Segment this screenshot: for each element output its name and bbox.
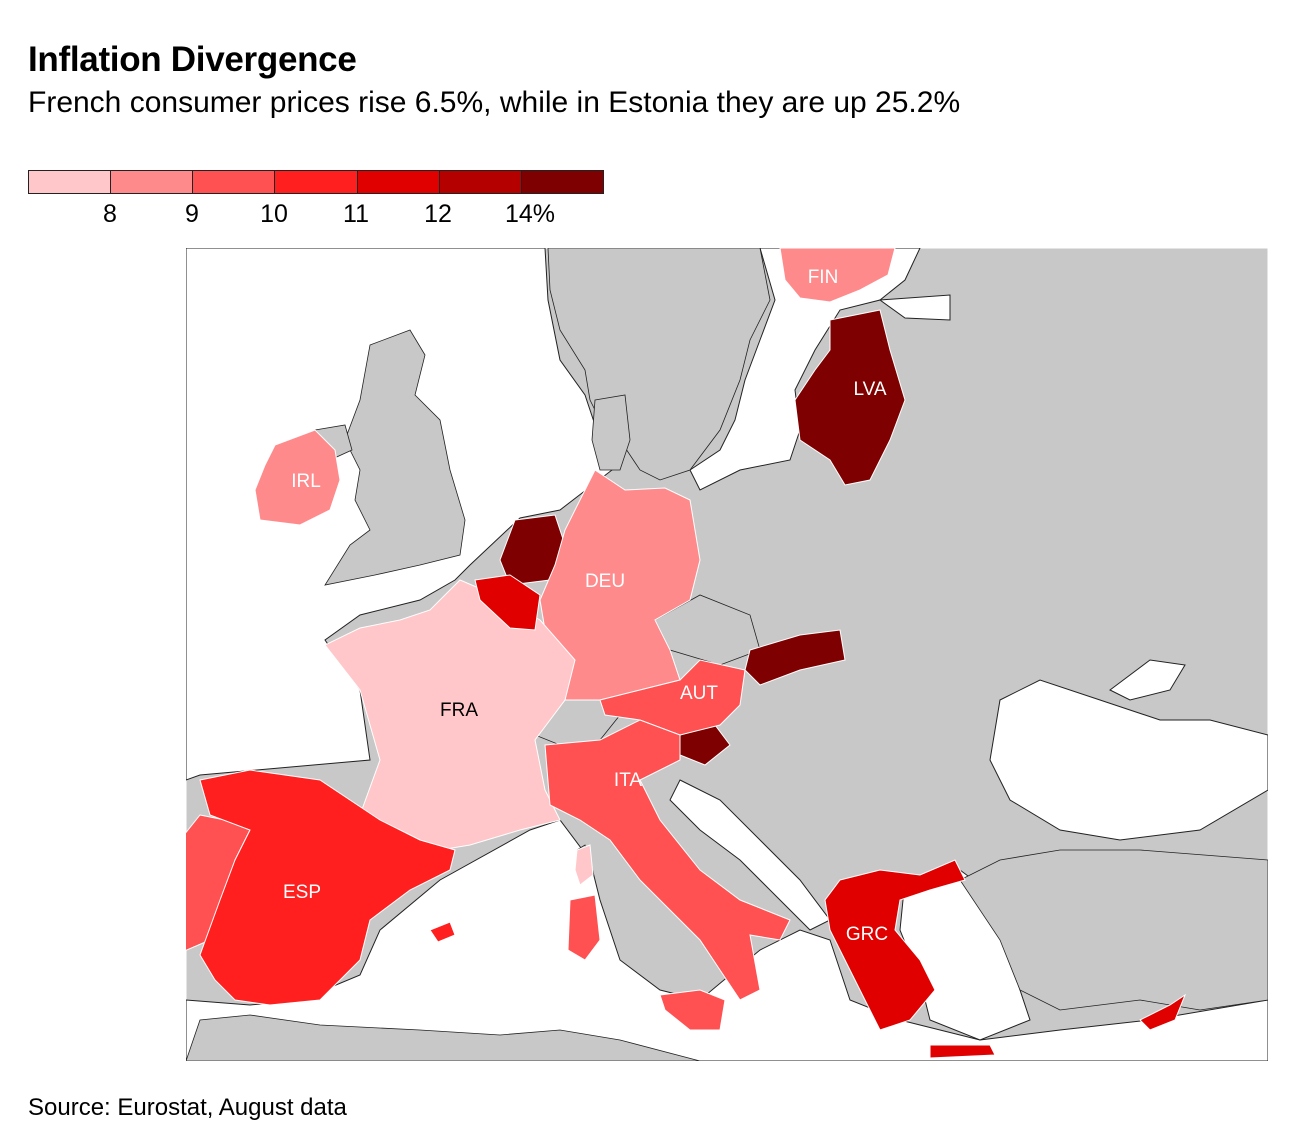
gulf-of-finland bbox=[878, 294, 951, 321]
legend-swatch bbox=[275, 171, 358, 193]
crete bbox=[929, 1044, 996, 1059]
country-aut bbox=[599, 659, 746, 736]
country-label: IRL bbox=[291, 471, 321, 492]
country-label: FRA bbox=[440, 700, 478, 721]
cyprus bbox=[1139, 993, 1187, 1031]
legend-swatch bbox=[193, 171, 276, 193]
country-label: ESP bbox=[283, 882, 321, 903]
country-labels: FIN LVA IRL DEU FRA AUT ITA ESP GRC bbox=[283, 267, 888, 945]
adriatic-sea bbox=[669, 779, 831, 931]
country-svk bbox=[744, 629, 846, 686]
legend-swatch bbox=[111, 171, 194, 193]
country-ita bbox=[544, 719, 791, 1001]
map-svg: FIN LVA IRL DEU FRA AUT ITA ESP GRC bbox=[186, 248, 1268, 1061]
legend-swatch bbox=[521, 171, 603, 193]
color-legend: 8 9 10 11 12 14% bbox=[28, 170, 604, 230]
north-africa bbox=[186, 1014, 701, 1061]
country-label: AUT bbox=[680, 683, 718, 704]
country-fra bbox=[324, 579, 576, 851]
country-grc bbox=[824, 859, 966, 1031]
country-lva bbox=[794, 309, 906, 486]
country-label: GRC bbox=[846, 924, 888, 945]
legend-tick-label: 12 bbox=[424, 200, 452, 228]
sardinia bbox=[567, 894, 601, 961]
legend-swatch bbox=[357, 171, 440, 193]
country-label: LVA bbox=[853, 379, 886, 400]
black-sea bbox=[989, 679, 1268, 841]
turkey bbox=[959, 849, 1268, 1011]
denmark bbox=[591, 394, 631, 471]
legend-tick-label: 10 bbox=[260, 200, 288, 228]
chart-subtitle: French consumer prices rise 6.5%, while … bbox=[28, 86, 961, 119]
country-fin bbox=[779, 248, 896, 303]
legend-tick-label: 14% bbox=[504, 200, 556, 228]
sicily bbox=[659, 989, 726, 1031]
legend-tick-label: 11 bbox=[343, 200, 369, 228]
great-britain bbox=[324, 329, 466, 586]
europe-map: FIN LVA IRL DEU FRA AUT ITA ESP GRC bbox=[186, 248, 1268, 1061]
legend-tick-label: 8 bbox=[103, 200, 117, 228]
country-bel bbox=[474, 574, 541, 631]
country-label: DEU bbox=[585, 571, 625, 592]
sea-of-azov bbox=[1109, 659, 1186, 701]
baltic-sea bbox=[689, 248, 921, 491]
country-label: FIN bbox=[808, 267, 839, 288]
data-countries bbox=[186, 248, 1187, 1059]
corsica bbox=[574, 844, 594, 886]
country-esp bbox=[199, 769, 456, 1006]
legend-color-bar bbox=[28, 170, 604, 194]
country-irl bbox=[254, 429, 341, 526]
source-note: Source: Eurostat, August data bbox=[28, 1094, 347, 1121]
legend-swatch bbox=[439, 171, 522, 193]
balearic-islands bbox=[429, 921, 456, 943]
legend-swatch bbox=[29, 171, 112, 193]
country-label: ITA bbox=[614, 770, 642, 791]
chart-title: Inflation Divergence bbox=[28, 40, 357, 79]
legend-tick-label: 9 bbox=[185, 200, 199, 228]
